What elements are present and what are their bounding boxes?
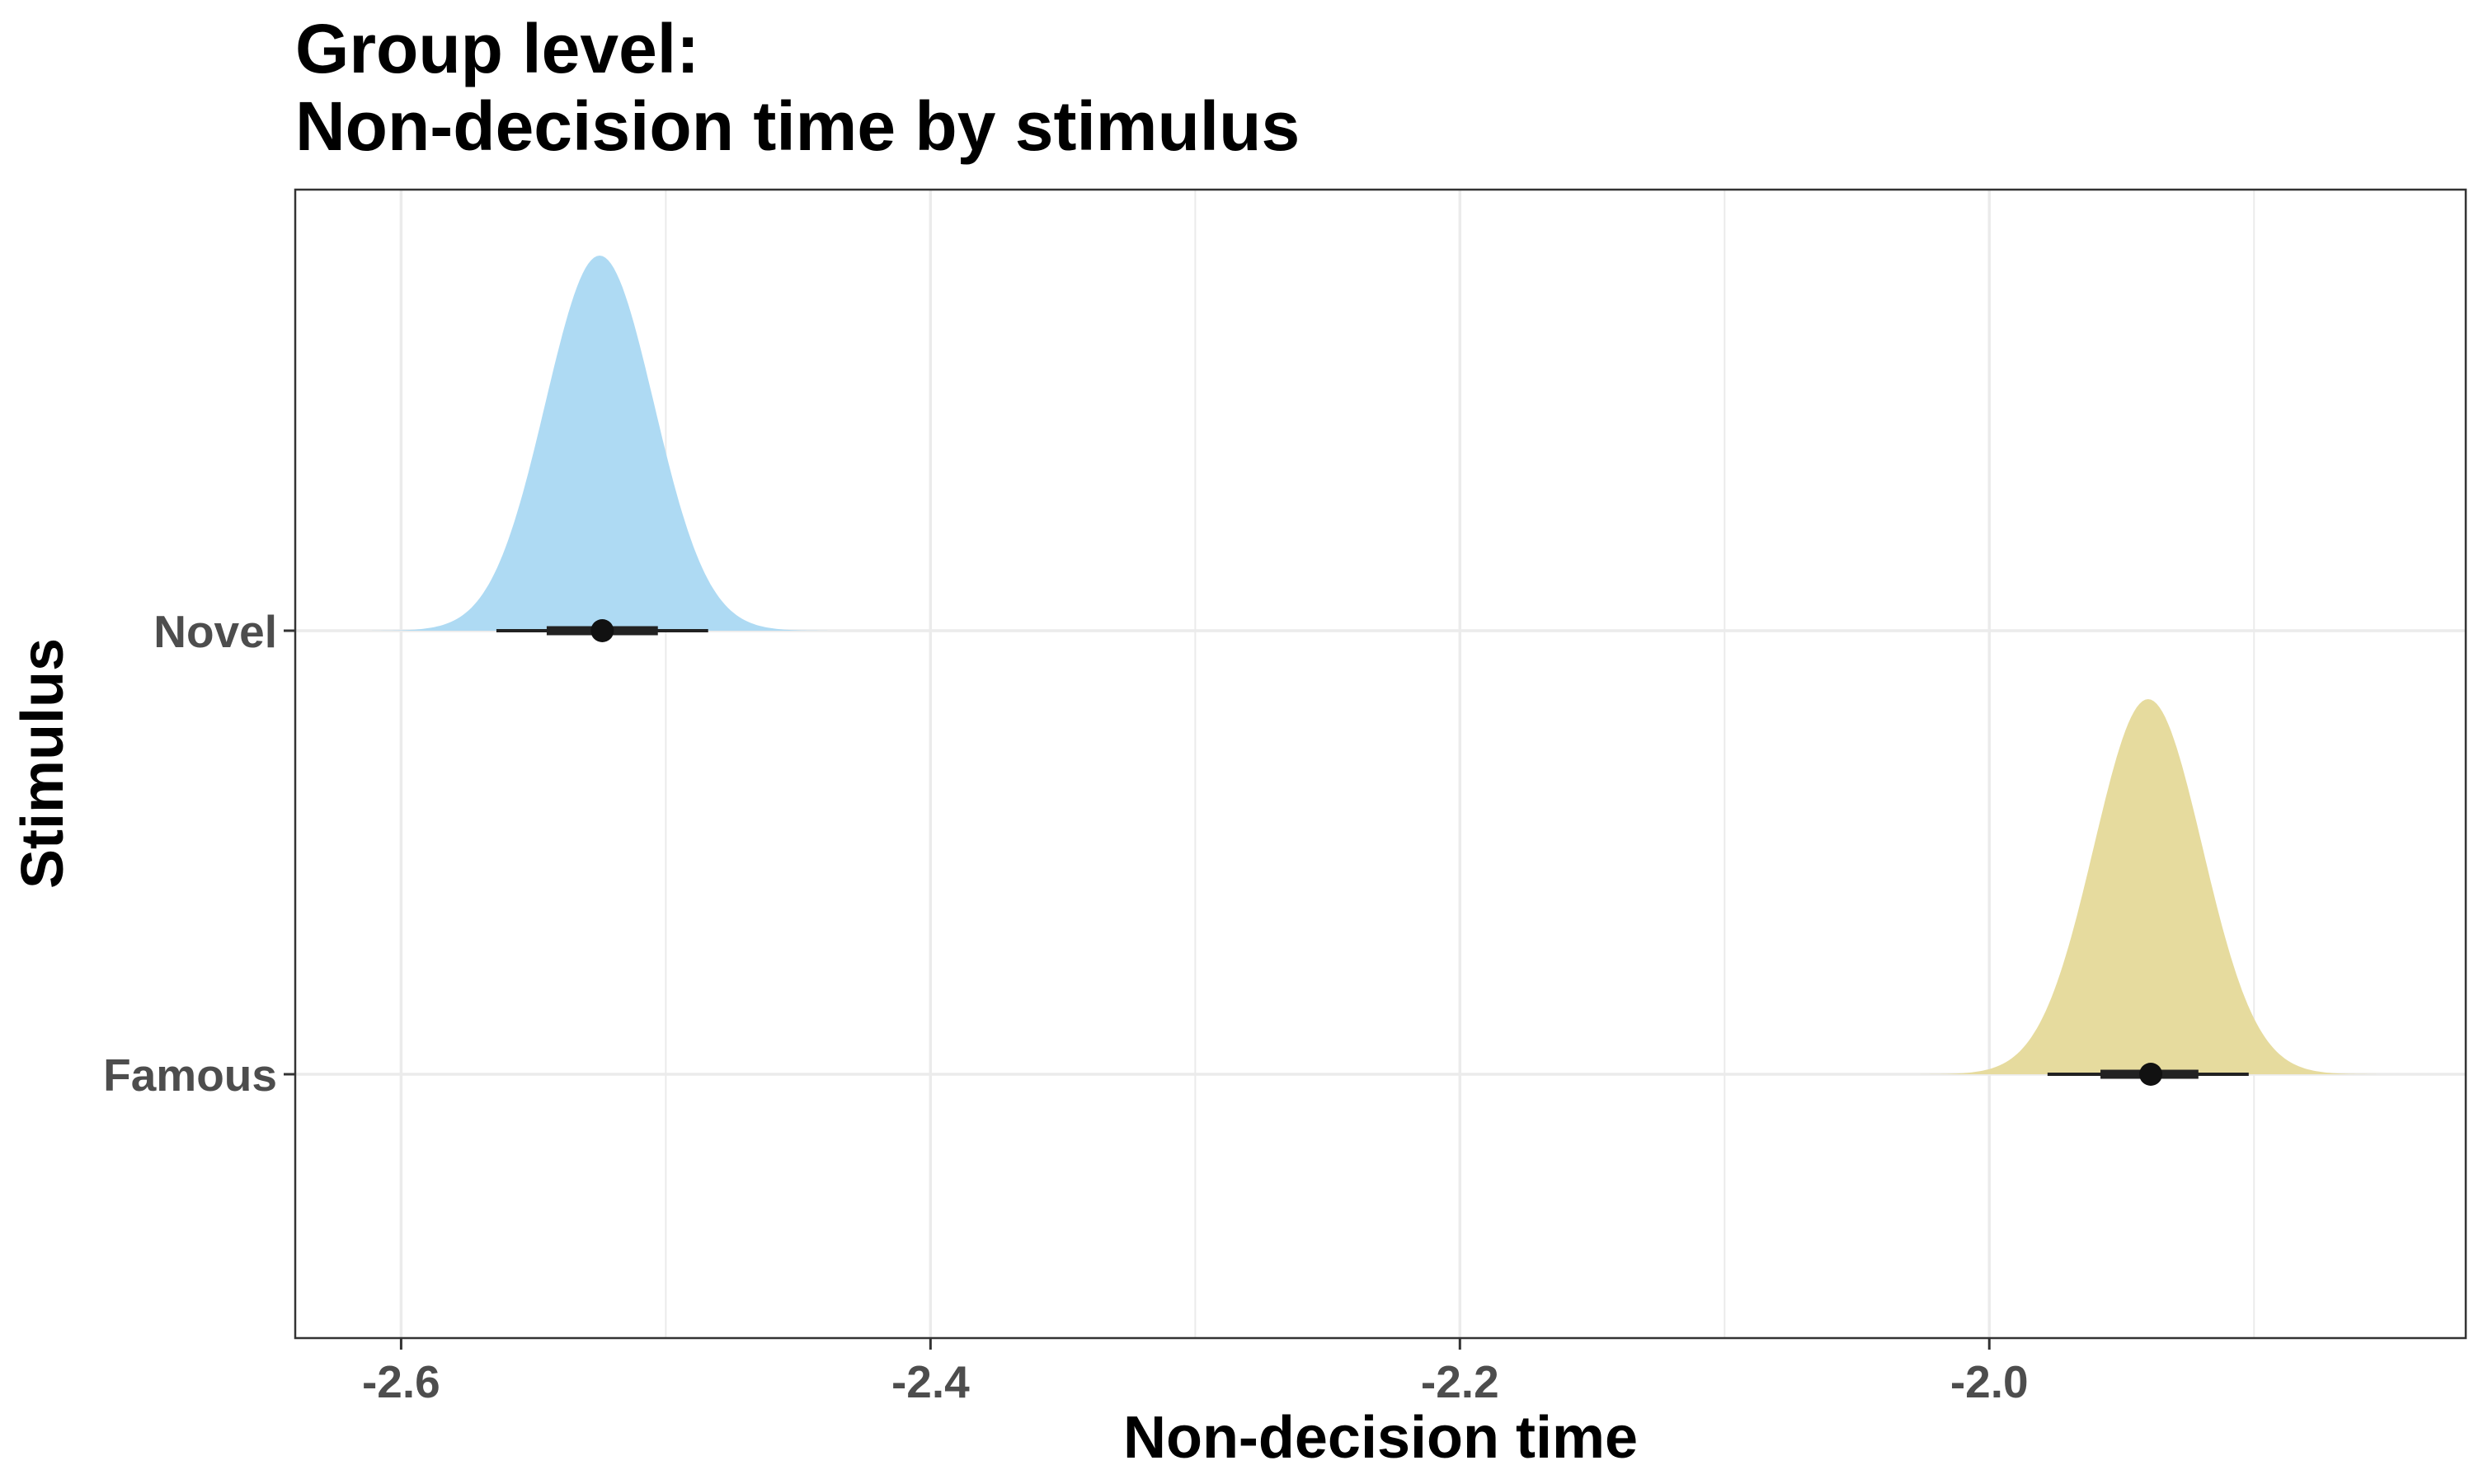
chart-title-line-2: Non-decision time by stimulus bbox=[295, 87, 1300, 165]
point-estimate-novel bbox=[590, 619, 614, 642]
y-tick-label-famous: Famous bbox=[103, 1050, 277, 1101]
x-tick-label-2: -2.2 bbox=[1421, 1356, 1499, 1407]
chart-title-line-1: Group level: bbox=[295, 10, 699, 87]
y-axis-title: Stimulus bbox=[10, 638, 76, 889]
x-tick-label-3: -2.0 bbox=[1950, 1356, 2029, 1407]
x-tick-label-0: -2.6 bbox=[362, 1356, 440, 1407]
plot-panel-border bbox=[294, 188, 2467, 1340]
x-axis: -2.6 -2.4 -2.2 -2.0 bbox=[362, 1338, 2029, 1407]
interval-layer bbox=[496, 619, 2249, 1086]
point-estimate-famous bbox=[2139, 1063, 2163, 1086]
x-axis-title: Non-decision time bbox=[1123, 1405, 1638, 1471]
density-novel bbox=[371, 256, 828, 631]
density-layer bbox=[371, 256, 2377, 1074]
y-axis: Famous Novel bbox=[103, 606, 295, 1101]
density-famous bbox=[1920, 699, 2377, 1074]
y-tick-label-novel: Novel bbox=[153, 606, 277, 657]
x-tick-label-1: -2.4 bbox=[891, 1356, 970, 1407]
